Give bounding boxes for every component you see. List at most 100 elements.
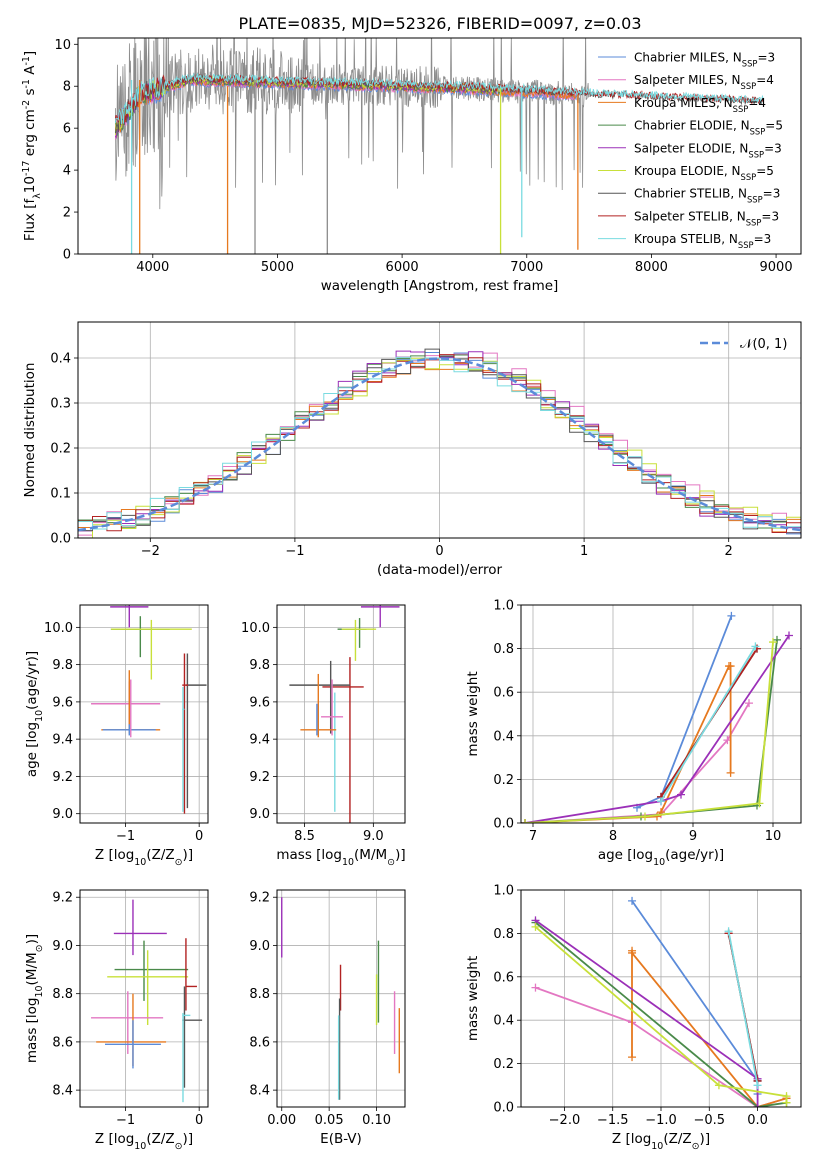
x-axis-label: (data-model)/error	[377, 562, 503, 578]
y-tick-label: 2	[63, 206, 71, 221]
y-tick-label: 0.6	[493, 686, 514, 701]
legend-entry: Kroupa STELIB, NSSP=3	[634, 232, 771, 250]
y-tick-label: 9.6	[52, 695, 73, 710]
weight-marker	[726, 662, 735, 671]
z_vs_age-panel: −1 0 9.0 9.2 9.4 9.6 9.8 10.0 Z [log10(Z/Z⊙)] age…	[24, 604, 209, 868]
y-tick-label: 10.0	[44, 621, 73, 636]
weight-marker	[745, 699, 753, 708]
x-tick-label: −2	[141, 544, 160, 559]
weight-line-kroupa_stelib	[660, 645, 757, 802]
x-tick-label: 6000	[386, 260, 419, 275]
spectrum-legend: Chabrier MILES, NSSP=3 Salpeter MILES, NS…	[598, 51, 783, 250]
y-tick-label: 0.2	[493, 773, 514, 788]
x-tick-label: 8	[609, 829, 617, 844]
y-tick-label: 1.0	[493, 884, 514, 899]
x-tick-label: 0.00	[267, 1113, 296, 1128]
y-axis-label: mass weight	[465, 671, 481, 756]
legend-entry: Chabrier ELODIE, NSSP=5	[634, 119, 783, 137]
y-tick-label: 0.0	[50, 532, 71, 547]
plot-frame	[77, 321, 802, 539]
age_vs_weight-panel: 7 8 9 10 0.0 0.2 0.4 0.6 0.8 1.0 age [log10(age/yr…	[465, 599, 802, 868]
weight-lines	[531, 896, 791, 1107]
legend-entry: Kroupa ELODIE, NSSP=5	[634, 164, 774, 182]
y-tick-label: 9.0	[249, 939, 270, 954]
weight-marker	[641, 812, 649, 821]
z_vs_mass-panel: −1 0 8.4 8.6 8.8 9.0 9.2 Z [log10(Z/Z⊙)] mass [l…	[24, 889, 209, 1152]
error-bars	[91, 605, 207, 814]
mass_vs_age-panel: 8.5 9.0 9.0 9.2 9.4 9.6 9.8 10.0 mass [log10(M/M…	[241, 604, 406, 868]
weight-marker	[726, 768, 735, 777]
weight-line-chabrier_elodie	[524, 639, 778, 823]
y-tick-label: 9.0	[249, 807, 270, 822]
y-tick-label: 9.2	[52, 770, 73, 785]
weight-line-kroupa_miles	[524, 665, 732, 823]
x-tick-label: 10	[765, 829, 782, 844]
y-axis-label: mass weight	[465, 956, 481, 1041]
y-tick-label: 9.2	[249, 770, 270, 785]
ticks: −1 0 8.4 8.6 8.8 9.0 9.2	[52, 891, 203, 1128]
weight-marker	[782, 1098, 791, 1107]
x-tick-label: 0	[195, 829, 203, 844]
plot-frame	[276, 889, 406, 1108]
y-tick-label: 9.8	[52, 658, 73, 673]
y-tick-label: 0.2	[493, 1057, 514, 1072]
weight-line-kroupa_elodie	[524, 642, 774, 823]
x-tick-label: 9000	[760, 260, 793, 275]
y-tick-label: 0	[63, 248, 71, 263]
x-axis-label: E(B-V)	[320, 1131, 362, 1147]
x-axis-label: Z [log10(Z/Z⊙)]	[95, 1131, 193, 1152]
histogram-kroupa_stelib	[78, 356, 801, 538]
x-tick-label: 5000	[261, 260, 294, 275]
grid	[277, 605, 405, 823]
plot-frame	[79, 604, 209, 824]
y-axis-label: Flux [fλ10-17 erg cm-2 s-1 A-1]	[21, 51, 43, 241]
weight-line-salpeter_elodie	[524, 634, 790, 823]
x-tick-label: 0	[195, 1113, 203, 1128]
legend-entry: Salpeter STELIB, NSSP=3	[634, 209, 779, 227]
y-tick-label: 8.6	[249, 1035, 270, 1050]
y-tick-label: 9.4	[249, 733, 270, 748]
y-tick-label: 0.8	[493, 927, 514, 942]
weight-marker	[531, 922, 540, 931]
y-tick-label: 9.6	[249, 695, 270, 710]
x-tick-label: 1	[580, 544, 588, 559]
y-tick-label: 0.4	[50, 352, 71, 367]
y-tick-label: 0.3	[50, 397, 71, 412]
x-tick-label: 8000	[635, 260, 668, 275]
ticks: −2 −1 0 1 2 0.0 0.1 0.2 0.3 0.4	[50, 352, 733, 560]
plot-frame	[276, 604, 406, 824]
weight-marker	[751, 642, 760, 651]
y-tick-label: 1.0	[493, 599, 514, 614]
y-tick-label: 10	[54, 38, 71, 53]
grid	[80, 605, 208, 823]
ticks: −2.0 −1.5 −1.0 −0.5 0.0 0.0 0.2 0.4 0.6 0.8 1.0	[493, 884, 768, 1129]
y-tick-label: 10.0	[241, 621, 270, 636]
x-tick-label: −1	[285, 544, 304, 559]
x-axis-label: mass [log10(M/M⊙)]	[276, 847, 405, 868]
error-bars	[281, 897, 401, 1100]
y-tick-label: 9.0	[52, 939, 73, 954]
y-tick-label: 8.8	[52, 987, 73, 1002]
weight-lines	[521, 611, 793, 823]
y-tick-label: 9.0	[52, 807, 73, 822]
model-spectrum-chabrier_stelib	[114, 74, 764, 134]
y-axis-label: Normed distribution	[22, 363, 38, 498]
y-tick-label: 6	[63, 122, 71, 137]
y-tick-label: 0.0	[493, 1101, 514, 1116]
weight-marker	[531, 983, 540, 992]
weight-marker	[753, 1081, 762, 1090]
error-bars	[91, 899, 203, 1103]
x-tick-label: 0.0	[747, 1113, 768, 1128]
y-tick-label: 9.2	[249, 891, 270, 906]
x-tick-label: −1	[116, 829, 135, 844]
x-axis-label: age [log10(age/yr)]	[598, 847, 724, 868]
y-tick-label: 8.8	[249, 987, 270, 1002]
x-tick-label: 8.5	[294, 829, 315, 844]
weight-line-chabrier_miles	[636, 615, 733, 809]
x-tick-label: 7	[529, 829, 537, 844]
x-tick-label: −1.5	[597, 1113, 629, 1128]
ticks: 8.5 9.0 9.0 9.2 9.4 9.6 9.8 10.0	[241, 621, 384, 844]
ebv_vs_mass-panel: 0.00 0.05 0.10 8.4 8.6 8.8 9.0 9.2 E(B-V)	[249, 889, 406, 1147]
legend-entry: Salpeter MILES, NSSP=4	[634, 73, 774, 91]
